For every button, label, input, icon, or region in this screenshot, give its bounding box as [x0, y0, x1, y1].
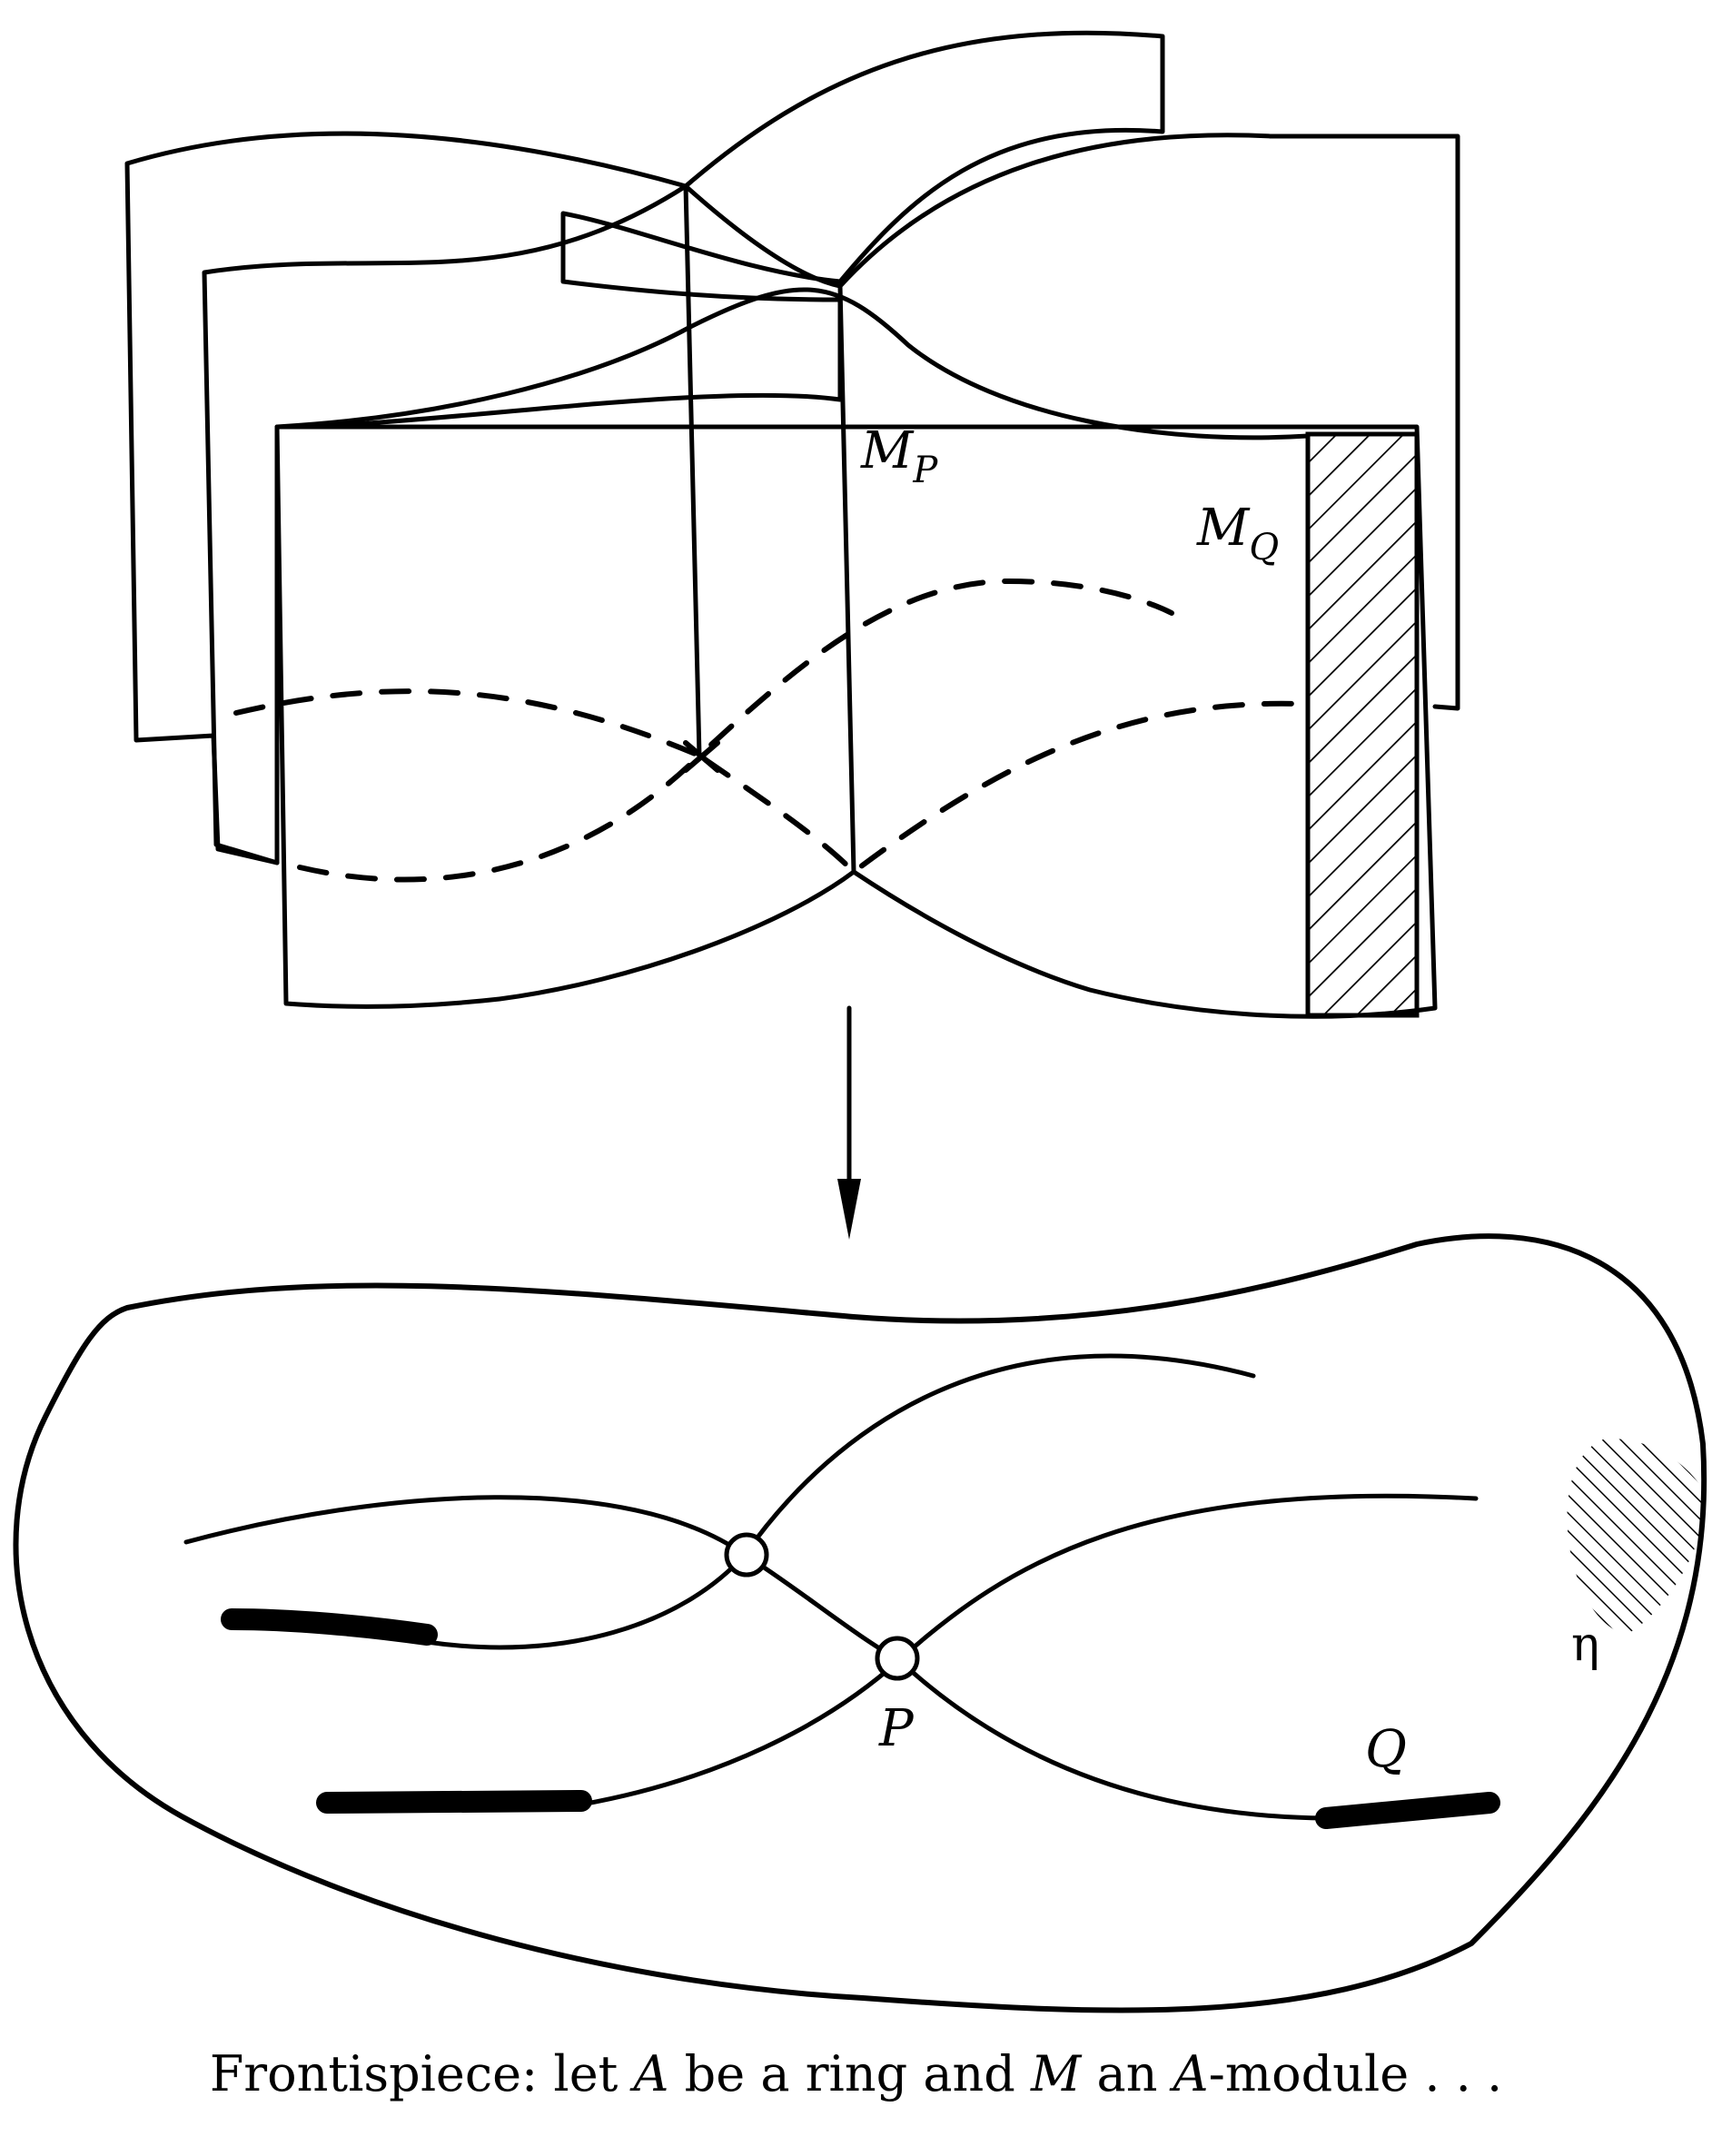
- point-upper: [724, 1532, 769, 1577]
- label-m-p: MP: [860, 421, 938, 491]
- hatched-strip: [1305, 431, 1420, 1018]
- base-space: P Q η: [13, 1233, 1707, 2013]
- middle-sheet: [202, 133, 1460, 865]
- cross-mark: [683, 740, 720, 773]
- curve-lower-left: [579, 1657, 902, 1807]
- curve-middle-right: [896, 1493, 1479, 1663]
- curve-cross-2: [742, 1552, 902, 1663]
- dashed-curve-lower: [297, 700, 1301, 883]
- dashed-curve-upper: [233, 579, 1174, 758]
- thick-bar-upper-left: [221, 1608, 438, 1646]
- front-sheet-top: [274, 287, 1311, 440]
- back-sheet: [124, 30, 1165, 865]
- thick-bar-q: [1315, 1792, 1500, 1829]
- fibre-line-p: [837, 283, 856, 875]
- front-sheet: [274, 424, 1438, 1019]
- label-eta: η: [1571, 1617, 1599, 1672]
- curve-cross-1: [424, 1552, 747, 1650]
- fibre-line-left: [683, 183, 702, 758]
- thick-bar-lower-left: [316, 1790, 592, 1814]
- base-outline: [13, 1233, 1707, 2013]
- label-q: Q: [1365, 1720, 1407, 1779]
- generic-point-region: [1567, 1439, 1705, 1635]
- curve-lower-right: [896, 1657, 1329, 1821]
- curve-upper-left: [183, 1495, 747, 1558]
- label-p: P: [878, 1699, 915, 1758]
- point-p: [875, 1636, 920, 1681]
- figure-caption: Frontispiece: let A be a ring and M an A…: [209, 2045, 1503, 2102]
- projection-arrow: [837, 1005, 861, 1240]
- sheaf-sheets: MP MQ: [124, 30, 1460, 1019]
- label-m-q: MQ: [1196, 499, 1279, 569]
- curve-top: [742, 1353, 1256, 1558]
